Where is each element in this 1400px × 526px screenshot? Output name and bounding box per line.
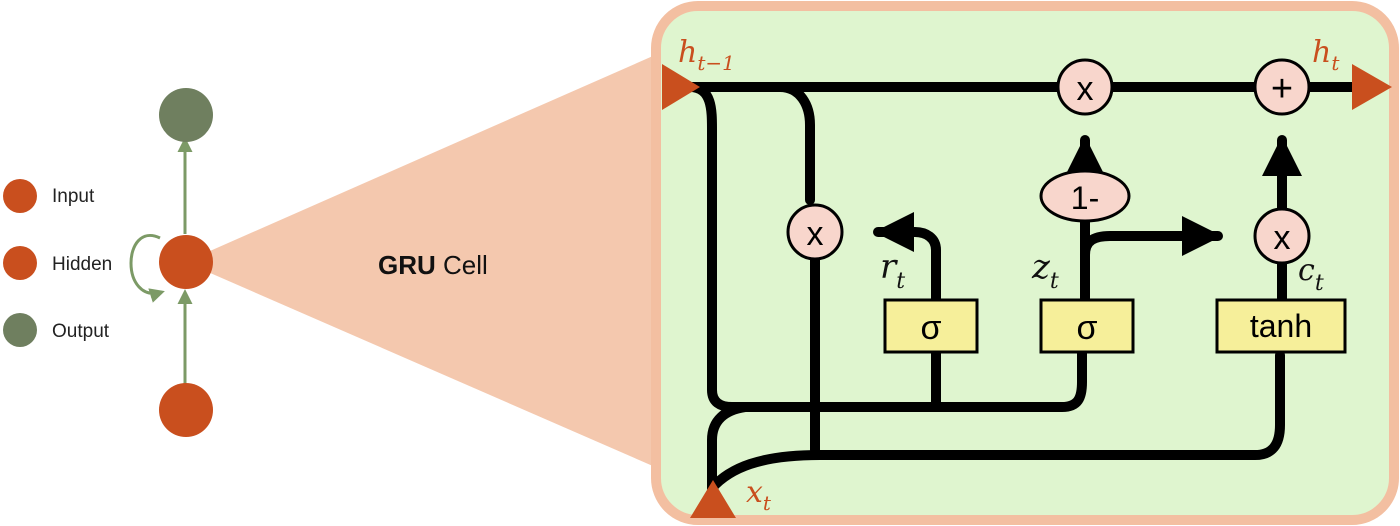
svg-text:+: + — [1271, 68, 1293, 110]
reset-gate-output-wire — [873, 212, 941, 305]
candidate-label: ct — [1298, 253, 1324, 296]
legend-output-swatch — [3, 313, 37, 347]
zoom-cone — [185, 52, 662, 470]
op-update-multiply: x — [1056, 58, 1114, 116]
output-node — [159, 88, 213, 142]
reset-gate-label: rt — [880, 247, 905, 294]
input-node — [159, 383, 213, 437]
svg-text:1-: 1- — [1071, 180, 1099, 216]
update-gate-label: zt — [1031, 247, 1059, 294]
legend: Input Hidden Output — [3, 179, 112, 347]
h-out-label: ht — [1312, 35, 1340, 75]
gate-reset-sigma: σ — [883, 298, 979, 354]
gru-cell-box — [651, 1, 1399, 525]
diagram-title: GRU Cell — [378, 250, 488, 280]
svg-text:σ: σ — [921, 309, 942, 347]
op-add: + — [1253, 58, 1311, 116]
recurrent-loop-arrow — [129, 234, 165, 303]
h-prev-to-gates-wire — [685, 82, 1087, 412]
op-candidate-multiply: x — [1253, 207, 1311, 265]
legend-hidden-label: Hidden — [52, 254, 112, 275]
op-reset-multiply: x — [786, 203, 844, 261]
legend-hidden-swatch — [3, 246, 37, 280]
cell-wiring — [685, 82, 1360, 493]
x-input-arrow — [690, 480, 736, 518]
legend-input-swatch — [3, 179, 37, 213]
h-prev-to-reset-mult-wire — [775, 82, 815, 205]
legend-input-label: Input — [52, 186, 95, 207]
legend-output-label: Output — [52, 321, 110, 342]
h-prev-input-arrow — [662, 64, 700, 110]
svg-text:x: x — [1077, 70, 1094, 108]
x-input-label: xt — [746, 475, 772, 515]
svg-text:x: x — [1274, 219, 1291, 257]
h-out-output-arrow — [1352, 64, 1392, 110]
svg-text:x: x — [807, 215, 824, 253]
hidden-node — [159, 235, 213, 289]
update-gate-to-candidate-mult-wire — [1080, 216, 1223, 275]
gate-candidate-tanh: tanh — [1215, 298, 1347, 354]
gate-update-sigma: σ — [1039, 298, 1135, 354]
svg-text:σ: σ — [1077, 309, 1098, 347]
op-one-minus: 1- — [1039, 169, 1131, 223]
rnn-schematic — [129, 88, 213, 437]
svg-text:tanh: tanh — [1250, 308, 1312, 344]
h-prev-label: ht−1 — [678, 35, 735, 75]
x-to-candidate-wire — [707, 350, 1285, 493]
x-input-bus — [707, 402, 750, 493]
